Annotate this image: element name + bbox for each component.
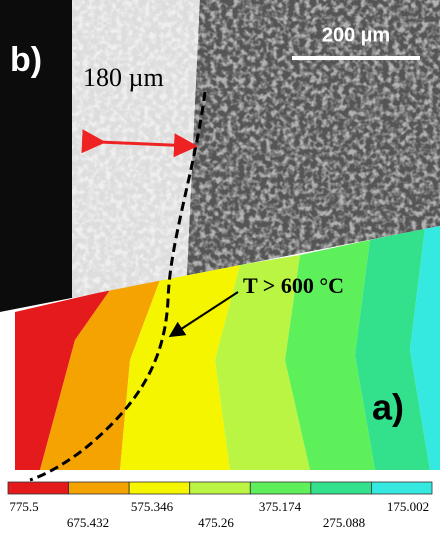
legend-swatch xyxy=(68,481,130,495)
legend-swatch xyxy=(249,481,312,495)
legend-swatch xyxy=(7,481,69,495)
legend-swatch xyxy=(128,481,191,495)
legend-label: 775.5 xyxy=(9,499,38,514)
boundary-curve xyxy=(29,91,207,482)
legend-swatch xyxy=(310,481,372,495)
legend: 775.5 675.432 575.346 475.26 375.174 275.088 1… xyxy=(7,481,433,530)
legend-label: 375.174 xyxy=(259,499,302,514)
temperature-arrow xyxy=(168,291,239,338)
legend-label: 675.432 xyxy=(67,515,109,530)
scale-label: 200 µm xyxy=(322,24,390,46)
legend-label: 575.346 xyxy=(131,499,174,514)
temperature-label: T > 600 °C xyxy=(243,273,344,298)
panel-label: b) xyxy=(10,41,42,79)
legend-label: 275.088 xyxy=(323,515,365,530)
legend-label: 475.26 xyxy=(198,515,234,530)
width-arrow xyxy=(81,129,198,158)
width-label: 180 µm xyxy=(83,63,164,92)
legend-swatch xyxy=(371,481,433,495)
panel-label: a) xyxy=(372,387,404,428)
legend-label: 175.002 xyxy=(387,499,429,514)
legend-swatch xyxy=(189,481,251,495)
